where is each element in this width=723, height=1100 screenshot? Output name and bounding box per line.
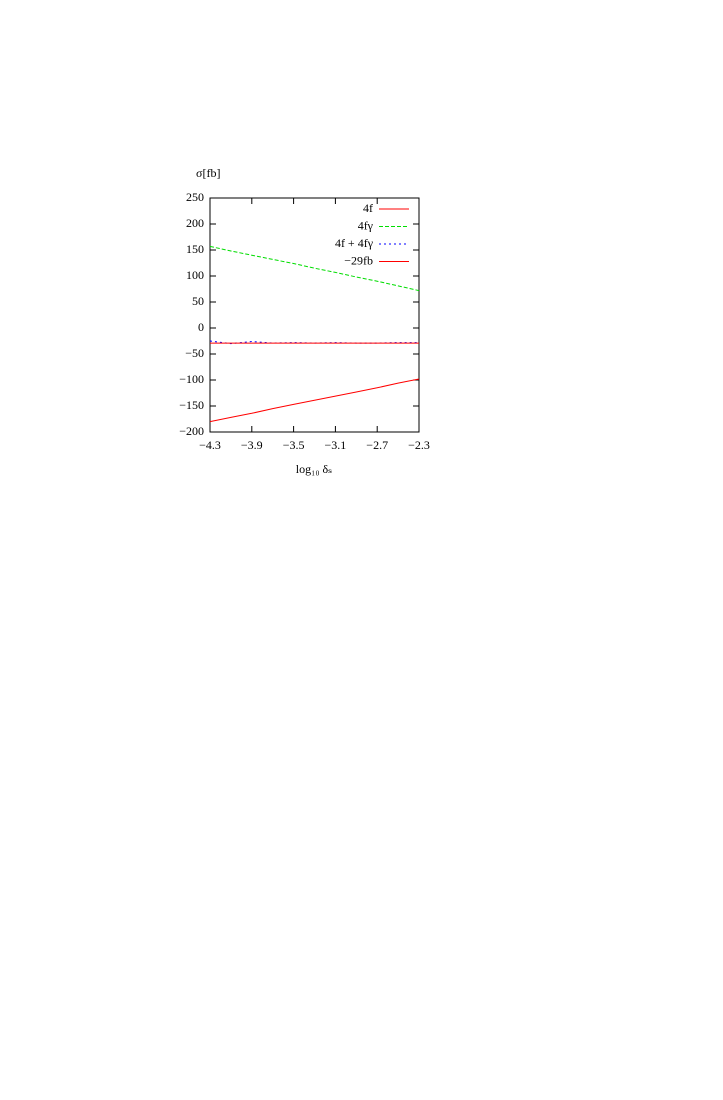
x-tick-label: −2.3 <box>408 438 430 452</box>
x-tick-label: −2.7 <box>366 438 388 452</box>
x-tick-label: −3.5 <box>283 438 305 452</box>
x-tick-label: −3.9 <box>241 438 263 452</box>
y-tick-label: 250 <box>186 190 204 204</box>
series-line <box>209 245 420 292</box>
x-tick-label: −4.3 <box>199 438 221 452</box>
y-tick-label: 50 <box>192 294 204 308</box>
y-tick-label: −50 <box>185 346 204 360</box>
y-tick-label: −100 <box>179 372 204 386</box>
legend-label: −29fb <box>344 253 373 267</box>
plot-frame <box>209 197 420 433</box>
y-tick-label: 100 <box>186 268 204 282</box>
y-tick-label: −150 <box>179 398 204 412</box>
series-line <box>209 378 420 423</box>
y-tick-label: 200 <box>186 216 204 230</box>
x-axis-label: log₁₀ δₛ <box>296 462 332 476</box>
y-tick-label: 0 <box>198 320 204 334</box>
x-tick-label: −3.1 <box>325 438 347 452</box>
y-tick-label: 150 <box>186 242 204 256</box>
y-tick-label: −200 <box>179 424 204 438</box>
y-axis-label: σ[fb] <box>196 166 220 180</box>
legend-label: 4fγ <box>358 218 374 232</box>
legend-label: 4f + 4fγ <box>335 236 374 250</box>
legend-label: 4f <box>363 201 373 215</box>
series-line <box>209 340 419 345</box>
